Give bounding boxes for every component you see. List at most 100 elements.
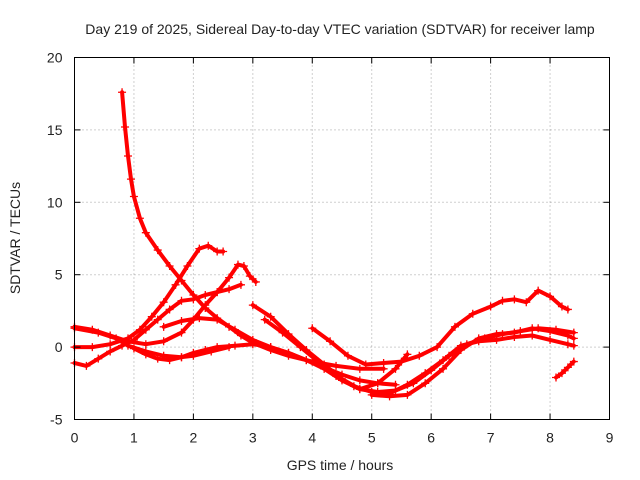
data-point (141, 228, 150, 237)
data-point (397, 357, 406, 366)
data-point (474, 334, 483, 343)
data-point (165, 305, 174, 314)
y-tick-label: 5 (55, 267, 63, 283)
x-tick-label: 0 (71, 430, 79, 446)
data-point (326, 337, 335, 346)
data-point (201, 301, 210, 310)
data-point (126, 175, 135, 184)
data-point (296, 343, 305, 352)
data-point (159, 337, 168, 346)
data-point (245, 272, 254, 281)
x-tick-label: 4 (308, 430, 316, 446)
data-point (189, 351, 198, 360)
data-point (468, 309, 477, 318)
x-tick-label: 3 (249, 430, 257, 446)
data-point (421, 369, 430, 378)
data-point (112, 334, 121, 343)
data-point (546, 335, 555, 344)
series-line (554, 359, 576, 380)
data-point (546, 292, 555, 301)
data-point (204, 241, 213, 250)
data-point (510, 295, 519, 304)
x-tick-label: 9 (606, 430, 614, 446)
data-point (450, 322, 459, 331)
data-point (231, 325, 239, 334)
data-point (106, 340, 115, 349)
data-point (563, 331, 572, 340)
data-point (557, 302, 566, 311)
data-point (266, 343, 275, 352)
data-point (439, 364, 448, 373)
grid-layer (74, 57, 610, 420)
series-arc-11 (367, 324, 578, 401)
data-point (355, 364, 364, 373)
series-arc-10 (308, 286, 572, 369)
data-point (248, 335, 257, 344)
data-point (361, 360, 370, 369)
x-tick-label: 8 (546, 430, 554, 446)
data-point (349, 382, 358, 391)
data-point (314, 357, 323, 366)
data-point (195, 314, 204, 323)
data-point (171, 280, 180, 289)
data-point (534, 286, 543, 295)
data-point (213, 315, 222, 324)
series-arc-12 (552, 357, 578, 382)
data-point (94, 328, 103, 337)
series-line (131, 342, 398, 387)
data-point (552, 373, 560, 382)
data-point (124, 151, 132, 160)
x-axis-title: GPS time / hours (287, 457, 394, 473)
data-point (213, 288, 222, 297)
data-point (153, 246, 162, 255)
data-point (82, 361, 91, 370)
data-point (118, 88, 127, 97)
data-point (207, 347, 216, 356)
series-line (310, 288, 570, 367)
y-tick-label: 0 (55, 339, 63, 355)
data-point (569, 334, 578, 343)
chart-title: Day 219 of 2025, Sidereal Day-to-day VTE… (85, 21, 595, 37)
data-point (486, 302, 495, 311)
data-point (195, 244, 204, 253)
data-point (569, 341, 578, 350)
x-tick-label: 2 (189, 430, 197, 446)
y-tick-label: 10 (47, 194, 63, 210)
data-point (236, 280, 245, 289)
data-point (121, 123, 130, 132)
data-point (141, 325, 150, 334)
tick-layer (74, 57, 610, 420)
data-point (177, 328, 186, 337)
series-arc-7 (70, 324, 234, 362)
data-point (177, 317, 186, 326)
data-point (403, 390, 412, 399)
x-tick-label: 5 (368, 430, 376, 446)
data-point (522, 298, 531, 307)
x-tick-label: 7 (487, 430, 495, 446)
series-layer (70, 88, 578, 401)
data-point (403, 380, 412, 389)
data-point (233, 260, 242, 269)
data-point (528, 331, 537, 340)
data-point (106, 347, 115, 356)
data-point (379, 359, 388, 368)
y-tick-label: 20 (47, 50, 63, 66)
data-point (433, 343, 442, 352)
data-point (231, 341, 239, 350)
data-point (165, 262, 174, 271)
data-point (492, 330, 501, 339)
data-point (147, 312, 156, 321)
data-point (141, 347, 150, 356)
data-point (439, 356, 448, 365)
data-point (260, 315, 269, 324)
data-point (421, 379, 430, 388)
data-point (159, 298, 168, 307)
data-point (498, 296, 507, 305)
data-point (528, 324, 537, 333)
data-point (177, 353, 186, 362)
data-point (124, 341, 132, 350)
data-point (94, 354, 103, 363)
data-point (135, 214, 144, 223)
data-point (563, 305, 572, 314)
data-point (373, 379, 382, 388)
